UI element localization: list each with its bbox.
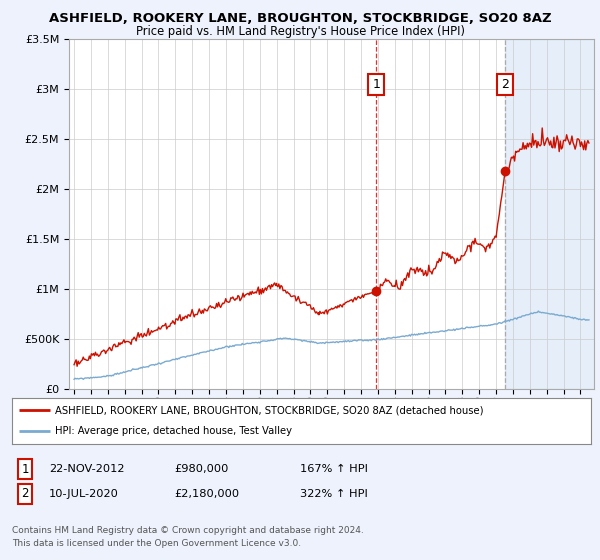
Text: 1: 1 [372, 78, 380, 91]
Text: 2: 2 [501, 78, 509, 91]
Text: 1: 1 [22, 463, 29, 476]
Text: £980,000: £980,000 [174, 464, 229, 474]
Text: 322% ↑ HPI: 322% ↑ HPI [300, 489, 368, 499]
Text: ASHFIELD, ROOKERY LANE, BROUGHTON, STOCKBRIDGE, SO20 8AZ (detached house): ASHFIELD, ROOKERY LANE, BROUGHTON, STOCK… [55, 405, 484, 416]
Bar [505, 39, 600, 389]
Text: This data is licensed under the Open Government Licence v3.0.: This data is licensed under the Open Gov… [12, 539, 301, 548]
Text: ASHFIELD, ROOKERY LANE, BROUGHTON, STOCKBRIDGE, SO20 8AZ: ASHFIELD, ROOKERY LANE, BROUGHTON, STOCK… [49, 12, 551, 25]
Text: 2: 2 [22, 487, 29, 501]
Text: £2,180,000: £2,180,000 [174, 489, 239, 499]
Text: HPI: Average price, detached house, Test Valley: HPI: Average price, detached house, Test… [55, 426, 292, 436]
Text: Price paid vs. HM Land Registry's House Price Index (HPI): Price paid vs. HM Land Registry's House … [136, 25, 464, 38]
Text: 167% ↑ HPI: 167% ↑ HPI [300, 464, 368, 474]
Text: Contains HM Land Registry data © Crown copyright and database right 2024.: Contains HM Land Registry data © Crown c… [12, 526, 364, 535]
Text: 10-JUL-2020: 10-JUL-2020 [49, 489, 119, 499]
Text: 22-NOV-2012: 22-NOV-2012 [49, 464, 125, 474]
